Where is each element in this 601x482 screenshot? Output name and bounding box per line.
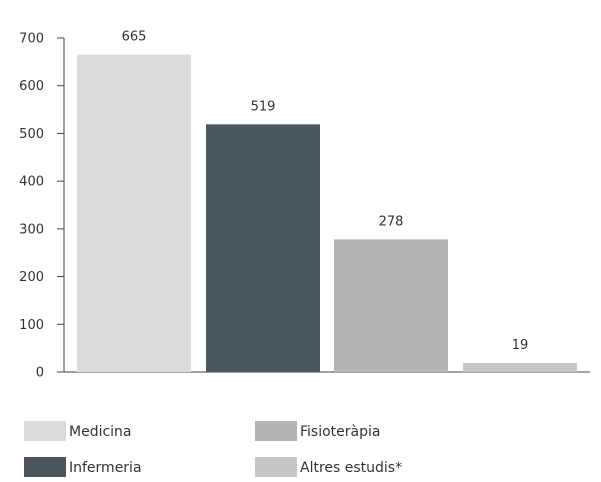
y-tick-label: 200 (19, 270, 44, 285)
y-tick-label: 0 (36, 366, 44, 381)
legend-label: Infermeria (69, 460, 142, 476)
legend-swatch (255, 457, 297, 477)
y-tick-label: 700 (19, 32, 44, 47)
legend-label: Fisioteràpia (300, 424, 380, 440)
bar-infermeria (206, 124, 320, 372)
y-tick-label: 100 (19, 318, 44, 333)
bar-medicina (77, 54, 191, 372)
y-tick-label: 500 (19, 127, 44, 142)
legend-label: Altres estudis* (300, 460, 402, 476)
y-axis-ticks: 0 100 200 300 400 500 600 700 (19, 32, 64, 381)
y-tick-label: 300 (19, 222, 44, 237)
bar-group (77, 54, 577, 372)
legend-label: Medicina (69, 424, 132, 440)
data-label: 665 (122, 30, 147, 45)
legend: Medicina Infermeria Fisioteràpia Altres est… (24, 421, 402, 477)
data-label: 19 (512, 338, 529, 353)
data-label: 519 (251, 99, 276, 114)
legend-swatch (255, 421, 297, 441)
legend-swatch (24, 457, 66, 477)
bar-altres-estudis (463, 362, 577, 372)
data-label: 278 (379, 214, 404, 229)
y-tick-label: 600 (19, 79, 44, 94)
data-label-group: 665 519 278 19 (122, 30, 529, 353)
y-tick-label: 400 (19, 175, 44, 190)
bar-fisioter-pia (334, 239, 448, 372)
legend-swatch (24, 421, 66, 441)
